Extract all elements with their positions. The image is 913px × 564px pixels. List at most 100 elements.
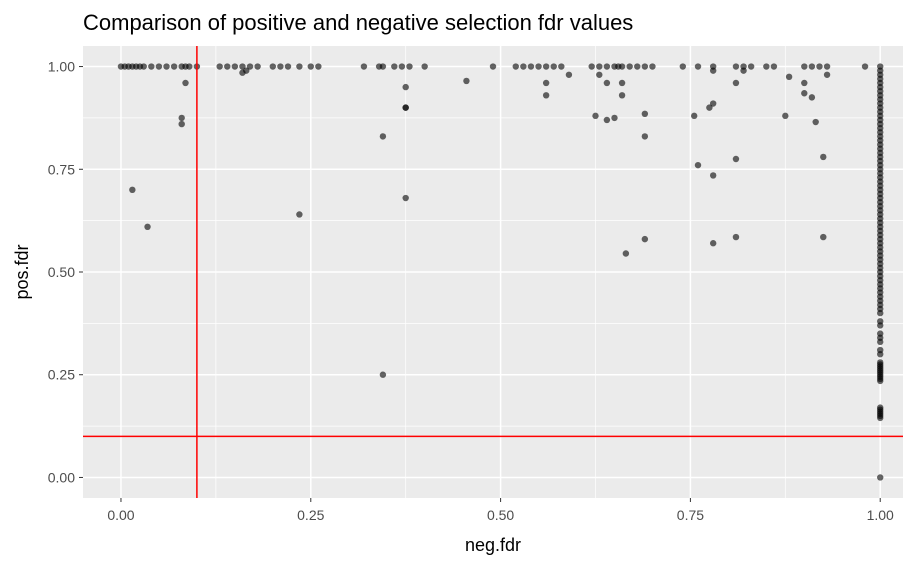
- data-point: [140, 63, 147, 70]
- x-tick-label: 0.00: [107, 507, 134, 523]
- data-point: [182, 79, 189, 87]
- data-point: [170, 63, 178, 70]
- data-point: [618, 79, 626, 87]
- x-tick-label: 0.50: [487, 507, 514, 523]
- data-point: [224, 63, 231, 70]
- data-point: [709, 100, 717, 107]
- data-point: [398, 63, 406, 70]
- data-point: [801, 63, 808, 70]
- y-tick-label: 0.50: [48, 264, 75, 280]
- y-tick-label: 0.75: [48, 161, 75, 177]
- y-axis-title: pos.fdr: [12, 244, 32, 299]
- data-point: [421, 63, 428, 70]
- threshold-lines: [83, 46, 903, 498]
- data-point: [808, 94, 816, 101]
- data-point: [406, 63, 413, 70]
- data-point: [877, 350, 884, 358]
- data-point: [277, 63, 284, 70]
- data-point: [520, 63, 527, 70]
- data-point: [801, 79, 808, 87]
- data-point: [391, 63, 398, 70]
- x-tick-label: 0.75: [677, 507, 704, 523]
- data-point: [694, 161, 702, 169]
- data-point: [747, 63, 755, 70]
- data-point: [148, 63, 155, 70]
- y-tick-label: 0.25: [48, 367, 75, 383]
- data-point: [820, 233, 827, 241]
- data-point: [763, 63, 770, 70]
- chart-title: Comparison of positive and negative sele…: [83, 10, 633, 35]
- data-point: [611, 114, 618, 122]
- x-axis-title: neg.fdr: [465, 535, 521, 555]
- data-point: [542, 92, 550, 99]
- data-point: [379, 133, 387, 140]
- data-point: [512, 63, 519, 70]
- data-point: [877, 474, 884, 481]
- data-point: [732, 155, 740, 163]
- data-point: [782, 112, 789, 120]
- data-point: [144, 223, 151, 230]
- data-point: [861, 63, 869, 70]
- data-point: [402, 194, 409, 202]
- data-point: [231, 63, 239, 70]
- data-point: [246, 63, 254, 70]
- data-point: [801, 90, 808, 97]
- data-point: [877, 414, 884, 422]
- data-point: [709, 67, 717, 74]
- data-point: [877, 322, 884, 329]
- data-point: [709, 240, 717, 247]
- data-point: [402, 104, 409, 111]
- data-point: [808, 63, 816, 70]
- data-point: [596, 63, 603, 70]
- data-point: [732, 79, 740, 87]
- data-point: [527, 63, 535, 70]
- data-point: [307, 63, 314, 70]
- data-point: [732, 63, 740, 70]
- data-point: [812, 118, 819, 126]
- data-point: [296, 211, 303, 218]
- data-point: [649, 63, 656, 70]
- data-point: [360, 63, 368, 70]
- data-point: [877, 338, 884, 346]
- data-point: [641, 235, 649, 243]
- data-point: [565, 71, 573, 78]
- data-point: [315, 63, 322, 70]
- data-point: [284, 63, 292, 70]
- data-point: [239, 63, 246, 70]
- data-point: [379, 371, 387, 378]
- data-point: [535, 63, 542, 70]
- data-point: [618, 63, 626, 70]
- data-point: [679, 63, 687, 70]
- data-points: [117, 63, 884, 481]
- data-point: [694, 63, 702, 70]
- data-point: [186, 63, 193, 70]
- data-point: [163, 63, 170, 70]
- data-point: [402, 83, 409, 91]
- data-point: [691, 112, 698, 120]
- data-point: [816, 63, 823, 70]
- data-point: [823, 63, 831, 70]
- data-point: [603, 79, 611, 87]
- data-point: [254, 63, 261, 70]
- data-point: [588, 63, 595, 70]
- data-point: [592, 112, 599, 120]
- x-axis-ticks: 0.00 0.25 0.50 0.75 1.00: [107, 498, 894, 523]
- data-point: [155, 63, 163, 70]
- data-point: [243, 67, 250, 74]
- data-point: [820, 153, 827, 161]
- data-point: [785, 73, 793, 81]
- data-point: [216, 63, 223, 70]
- data-point: [709, 172, 717, 179]
- data-point: [542, 79, 550, 87]
- data-point: [634, 63, 641, 70]
- data-point: [178, 114, 185, 122]
- data-point: [550, 63, 557, 70]
- data-point: [603, 116, 611, 124]
- data-point: [706, 104, 713, 111]
- data-point: [489, 63, 497, 70]
- data-point: [178, 120, 185, 128]
- x-tick-label: 1.00: [867, 507, 894, 523]
- data-point: [641, 110, 649, 118]
- data-point: [603, 63, 611, 70]
- x-tick-label: 0.25: [297, 507, 324, 523]
